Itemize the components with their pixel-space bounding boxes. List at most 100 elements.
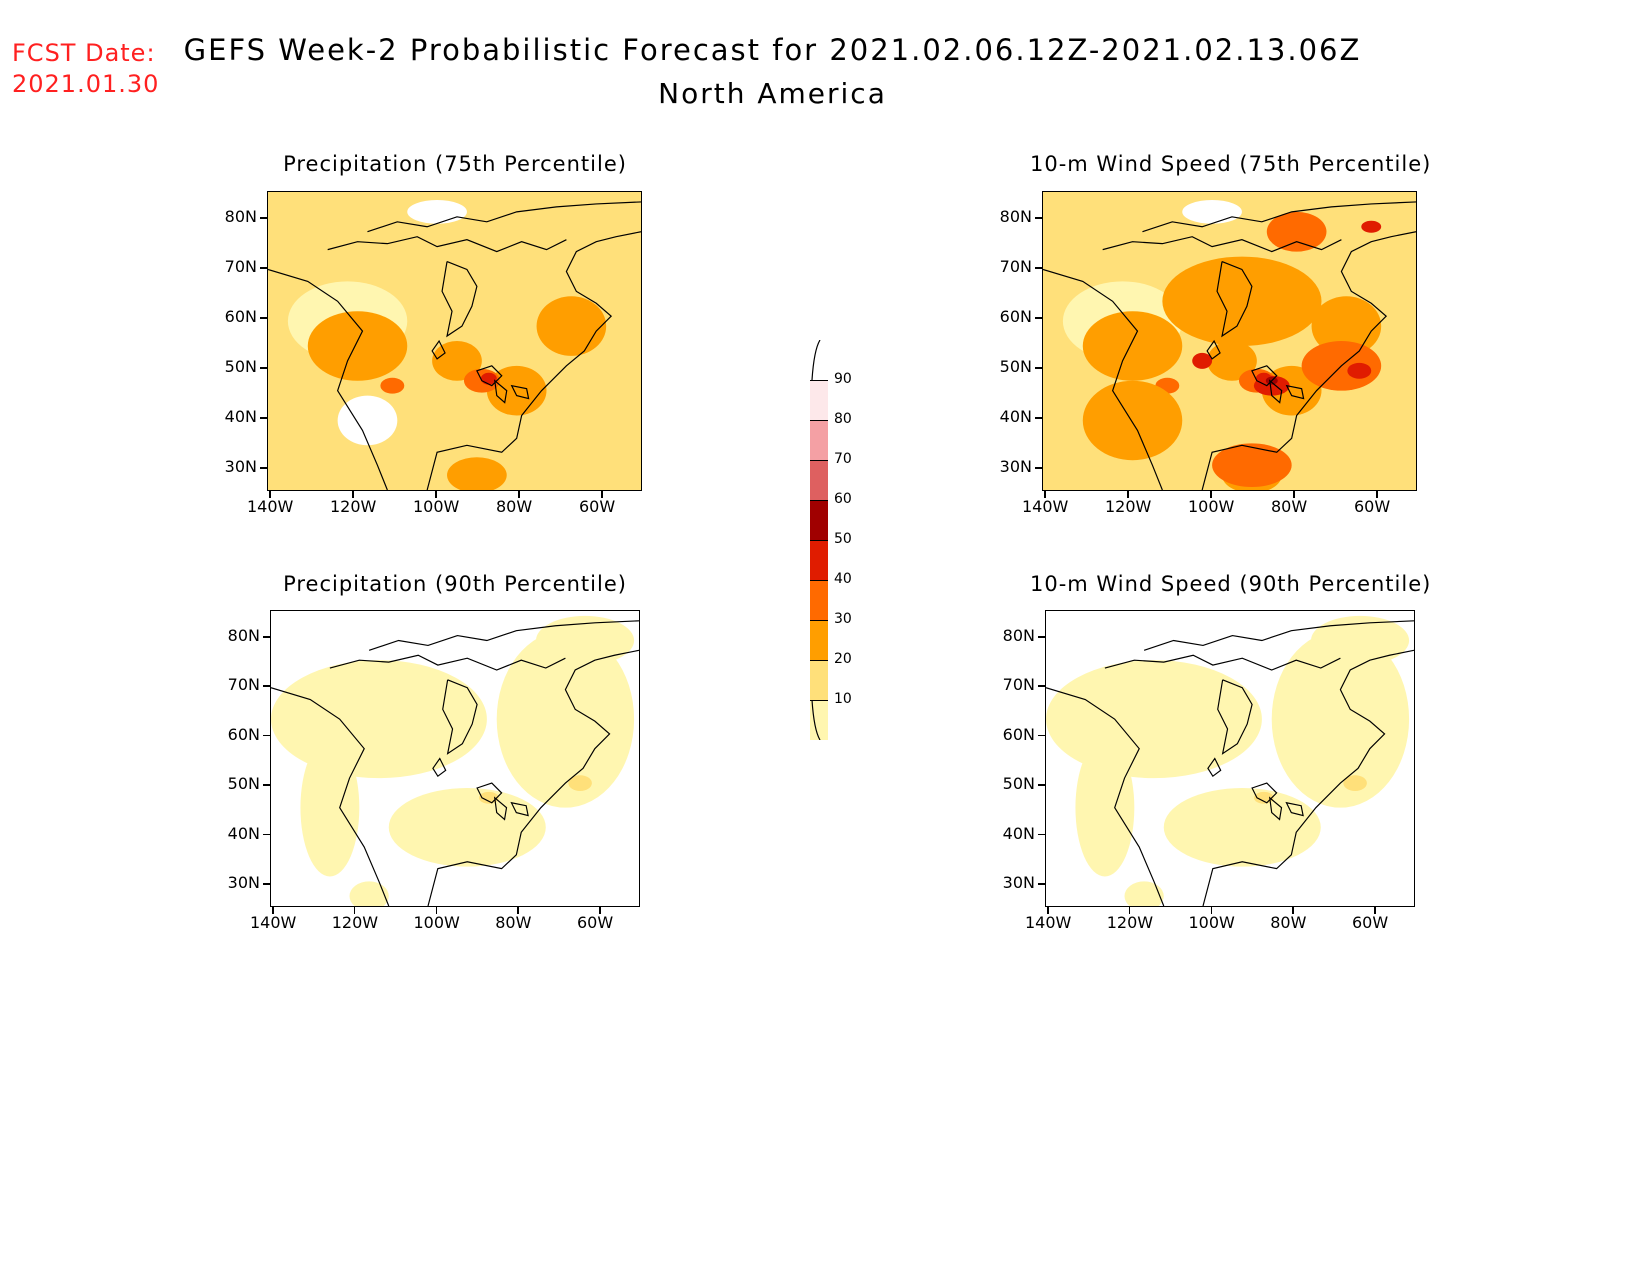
colorbar-label: 90: [834, 371, 852, 387]
lat-label: 70N: [1002, 675, 1035, 695]
lon-label: 140W: [1025, 913, 1072, 932]
map-panel-2: [1042, 191, 1417, 491]
shade-region: [1082, 311, 1183, 381]
lat-tick: [1035, 467, 1042, 469]
great-lakes: [1206, 339, 1305, 404]
lat-label: 70N: [224, 257, 257, 276]
shade-region: [349, 881, 389, 906]
lat-tick: [1035, 367, 1042, 369]
lon-label: 100W: [1188, 913, 1235, 932]
shade-region: [1124, 881, 1164, 906]
lat-tick: [1035, 267, 1042, 269]
colorbar: 90 80 70 60 50 40 30 20 10: [810, 340, 880, 740]
shade-region: [1163, 788, 1321, 867]
map-panel-3: [270, 610, 640, 907]
coastline: [1043, 231, 1416, 490]
panel-title-4: 10-m Wind Speed (90th Percentile): [1030, 572, 1432, 596]
colorbar-swatch: [810, 500, 828, 540]
colorbar-label: 40: [834, 571, 852, 587]
colorbar-bottom-cap: [811, 700, 821, 740]
shade-region: [535, 615, 635, 666]
arctic-coastline: [327, 201, 641, 338]
arctic-coastline: [329, 620, 639, 755]
lat-tick: [1038, 883, 1045, 885]
colorbar-swatch: [810, 580, 828, 620]
lat-tick: [1035, 317, 1042, 319]
lat-tick: [260, 467, 267, 469]
lat-tick: [1035, 217, 1042, 219]
shade-region: [1361, 220, 1382, 233]
lat-tick: [260, 267, 267, 269]
lat-label: 60N: [1002, 724, 1035, 744]
shade-region: [300, 738, 360, 877]
lon-label: 80W: [496, 497, 533, 516]
map-field: [271, 611, 639, 906]
arctic-coastline: [1104, 620, 1414, 755]
lon-label: 80W: [495, 913, 532, 932]
lon-tick: [353, 907, 356, 914]
shade-region: [536, 296, 607, 356]
shade-region: [337, 395, 398, 446]
colorbar-swatch: [810, 660, 828, 700]
panel-title-2: 10-m Wind Speed (75th Percentile): [1030, 152, 1432, 176]
lon-label: 60W: [579, 497, 616, 516]
lat-label: 80N: [1002, 626, 1035, 645]
lon-tick: [518, 491, 520, 498]
lon-label: 80W: [1270, 913, 1307, 932]
lat-label: 70N: [227, 675, 260, 695]
lat-tick: [263, 883, 270, 885]
lon-tick: [435, 907, 437, 914]
colorbar-swatch: [810, 540, 828, 580]
shade-region: [1271, 630, 1410, 808]
shade-region: [407, 199, 467, 224]
lat-label: 60N: [224, 307, 257, 326]
lon-tick: [1210, 491, 1212, 498]
colorbar-label: 20: [834, 651, 852, 667]
lon-tick: [352, 491, 354, 498]
shade-region: [307, 311, 408, 381]
map-field: [1043, 192, 1416, 490]
colorbar-label: 70: [834, 451, 852, 467]
lat-tick: [1035, 417, 1042, 419]
shade-region: [1212, 443, 1292, 488]
coastline: [271, 649, 639, 906]
lon-label: 60W: [1352, 913, 1389, 932]
shade-region: [1253, 375, 1290, 396]
lon-tick: [1047, 907, 1049, 914]
map-field: [268, 192, 641, 490]
fcst-date-label: FCST Date:: [12, 39, 156, 67]
lat-tick: [260, 217, 267, 219]
lon-tick: [1044, 491, 1046, 498]
lat-label: 40N: [227, 823, 260, 843]
lat-label: 30N: [1002, 873, 1035, 892]
page-subtitle: North America: [658, 77, 887, 110]
lat-label: 40N: [1002, 823, 1035, 843]
lon-label: 140W: [250, 913, 297, 932]
lat-tick: [260, 367, 267, 369]
great-lakes: [1207, 757, 1304, 821]
colorbar-label: 50: [834, 531, 852, 547]
colorbar-label: 80: [834, 411, 852, 427]
colorbar-swatch: [810, 620, 828, 660]
lat-tick: [1038, 784, 1045, 786]
shade-region: [1347, 362, 1372, 379]
lat-label: 60N: [227, 724, 260, 744]
coastline: [1046, 649, 1414, 906]
lon-label: 140W: [1022, 497, 1069, 516]
lat-tick: [263, 685, 270, 687]
shade-region: [1046, 660, 1262, 779]
lat-label: 40N: [224, 407, 257, 426]
shade-region: [1266, 211, 1327, 252]
lat-tick: [1038, 685, 1045, 687]
colorbar-swatch: [810, 460, 828, 500]
lat-tick: [263, 734, 270, 737]
colorbar-swatch: [810, 700, 828, 740]
lat-label: 70N: [999, 257, 1032, 276]
lat-label: 50N: [999, 357, 1032, 376]
fcst-date-block: FCST Date: 2021.01.30: [12, 38, 159, 100]
shade-region: [1082, 380, 1183, 461]
lon-label: 80W: [1271, 497, 1308, 516]
lat-label: 80N: [227, 626, 260, 645]
lon-tick: [1293, 491, 1295, 498]
page-title: GEFS Week-2 Probabilistic Forecast for 2…: [183, 33, 1362, 67]
